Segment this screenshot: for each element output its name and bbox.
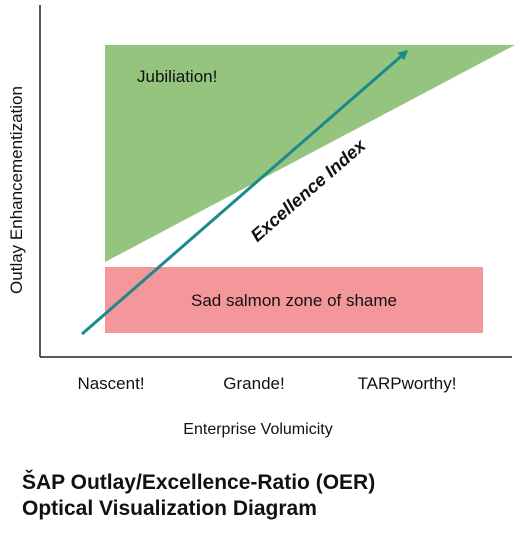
diagram-title-line-1: ŠAP Outlay/Excellence-Ratio (OER) xyxy=(22,471,376,494)
diagram-title-line-2: Optical Visualization Diagram xyxy=(22,497,317,520)
x-tick-nascent: Nascent! xyxy=(77,374,144,393)
x-tick-grande: Grande! xyxy=(223,374,284,393)
y-axis-label: Outlay Enhancementization xyxy=(7,86,26,294)
x-tick-tarpworthy: TARPworthy! xyxy=(358,374,457,393)
jubiliation-region xyxy=(105,45,515,262)
jubiliation-label: Jubiliation! xyxy=(137,67,217,86)
shame-zone-region xyxy=(105,267,483,333)
shame-zone-label: Sad salmon zone of shame xyxy=(191,291,397,310)
x-axis-label: Enterprise Volumicity xyxy=(183,421,332,438)
excellence-index-arrow xyxy=(81,50,409,336)
